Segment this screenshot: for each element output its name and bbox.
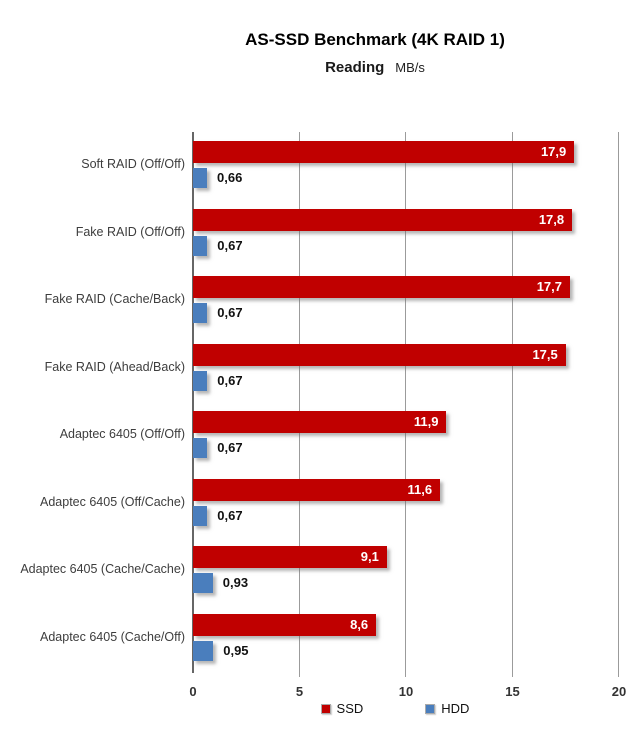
plot-area: 17,9 0,66 17,8 0,67 17,7 0,67 17,5 0,67 11,9 0,67… [189,132,626,699]
legend-entry-ssd: SSD [320,701,364,716]
ssd-value-label: 9,1 [360,549,379,564]
hdd-value-label: 0,66 [217,170,243,185]
x-tick-label: 5 [295,684,304,699]
bar-group: 11,6 0,67 [193,470,619,538]
ssd-bar: 11,9 [193,411,447,433]
subtitle-unit: MB/s [395,60,425,75]
chart-subtitle: Reading MB/s [120,59,630,76]
ssd-bar: 8,6 [193,613,377,636]
legend-hdd-swatch [425,703,436,714]
category-label: Fake RAID (Ahead/Back) [44,359,185,374]
bar-group: 9,1 0,93 [193,537,619,605]
hdd-value-label: 0,67 [217,372,243,388]
legend-hdd-label: HDD [441,701,470,716]
ssd-value-label: 17,9 [540,144,567,159]
x-tick-label: 15 [505,684,520,699]
category-label: Fake RAID (Off/Off) [75,224,185,239]
bar-group: 17,7 0,67 [193,267,619,335]
hdd-bar [193,573,213,593]
ssd-value-label: 11,6 [407,481,433,497]
x-tick-label: 20 [611,684,627,699]
hdd-value-label: 0,67 [217,507,243,523]
hdd-bar [193,370,208,391]
hdd-bar [193,505,208,526]
hdd-bar [193,640,214,661]
ssd-value-label: 17,8 [538,211,565,227]
gridline [298,132,300,677]
category-label: Adaptec 6405 (Off/Off) [59,427,185,441]
bar-group: 17,8 0,67 [193,200,619,268]
ssd-bar: 17,8 [193,208,573,231]
category-label: Adaptec 6405 (Off/Cache) [40,494,185,509]
hdd-bar [193,235,208,256]
ssd-bar: 11,6 [193,478,441,501]
category-label: Adaptec 6405 (Cache/Cache) [20,562,185,576]
gridline [405,132,406,677]
subtitle-metric: Reading [325,59,385,76]
chart-header: AS-SSD Benchmark (4K RAID 1) Reading MB/s [120,30,630,76]
category-label: Soft RAID (Off/Off) [81,157,185,171]
hdd-value-label: 0,67 [217,440,243,455]
ssd-value-label: 8,6 [350,616,369,632]
bar-group: 17,9 0,66 [193,132,619,200]
hdd-value-label: 0,95 [223,642,249,658]
y-axis-line [192,132,194,673]
hdd-bar [193,438,208,458]
category-label: Fake RAID (Cache/Back) [44,292,185,306]
legend-ssd-swatch [320,703,331,714]
hdd-value-label: 0,93 [222,575,249,590]
chart-title: AS-SSD Benchmark (4K RAID 1) [245,30,505,49]
ssd-bar: 9,1 [193,546,387,568]
gridline [511,132,513,677]
hdd-bar [193,168,208,188]
ssd-bar: 17,7 [193,276,570,298]
ssd-value-label: 11,9 [413,414,439,429]
ssd-value-label: 17,7 [536,279,562,294]
category-label: Adaptec 6405 (Cache/Off) [40,629,185,644]
hdd-value-label: 0,67 [217,305,243,320]
ssd-bar: 17,5 [193,343,566,366]
gridline [618,132,619,677]
hdd-value-label: 0,67 [217,237,243,253]
legend-ssd-label: SSD [336,701,364,716]
x-tick-label: 10 [398,684,414,699]
bar-group: 17,5 0,67 [193,335,619,403]
ssd-bar: 17,9 [193,141,575,163]
legend-entry-hdd: HDD [425,701,469,716]
legend: SSD HDD [150,701,640,716]
ssd-value-label: 17,5 [532,346,558,362]
bar-group: 8,6 0,95 [193,605,619,673]
bar-group: 11,9 0,67 [193,402,619,470]
x-tick-label: 0 [189,684,197,699]
hdd-bar [193,303,208,323]
